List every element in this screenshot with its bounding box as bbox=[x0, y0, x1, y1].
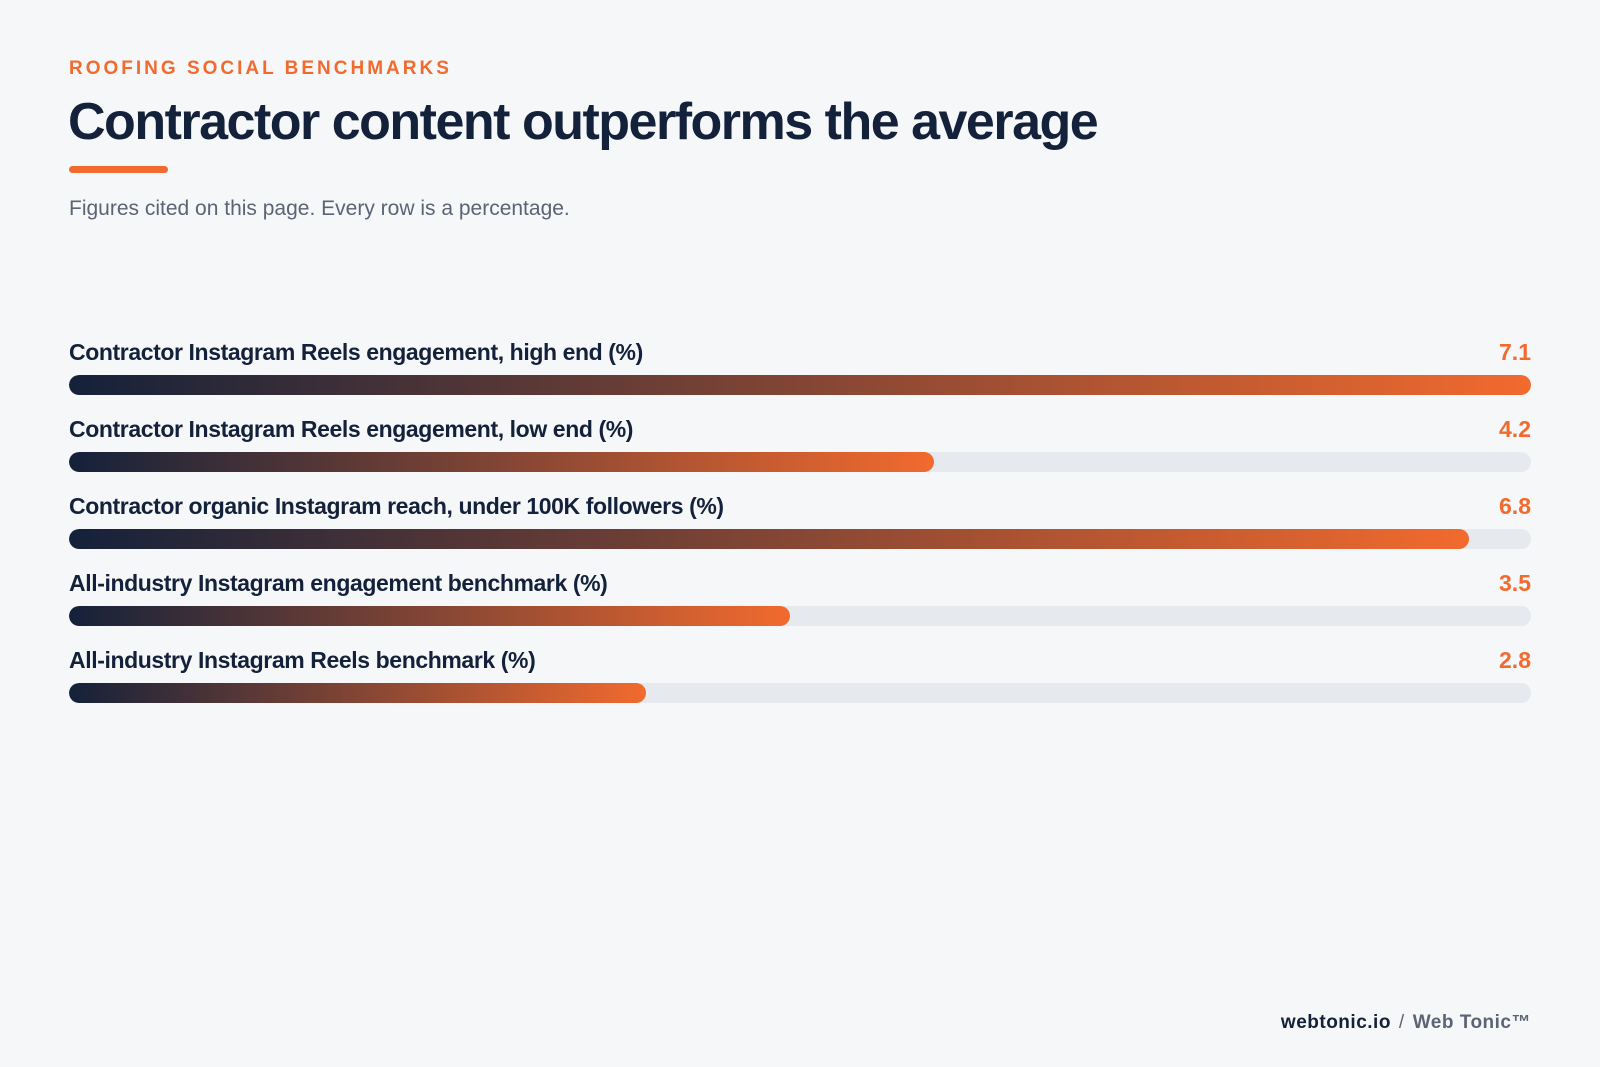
bar-value-label: 2.8 bbox=[1499, 647, 1531, 673]
bar-label: All-industry Instagram Reels benchmark (… bbox=[69, 647, 536, 673]
bar-label: All-industry Instagram engagement benchm… bbox=[69, 570, 608, 596]
bar-chart: Contractor Instagram Reels engagement, h… bbox=[69, 335, 1531, 720]
bar-fill bbox=[69, 452, 934, 472]
bar-fill bbox=[69, 606, 790, 626]
bar-track bbox=[69, 606, 1531, 626]
footer-credit: webtonic.io / Web Tonic™ bbox=[1281, 1012, 1531, 1034]
page-title: Contractor content outperforms the avera… bbox=[68, 93, 1099, 151]
bar-row: Contractor organic Instagram reach, unde… bbox=[69, 489, 1531, 566]
bar-label: Contractor Instagram Reels engagement, l… bbox=[69, 416, 634, 442]
bar-label: Contractor organic Instagram reach, unde… bbox=[69, 493, 724, 519]
bar-value-label: 7.1 bbox=[1499, 339, 1531, 365]
bar-value-label: 4.2 bbox=[1499, 416, 1531, 442]
footer-brand: Web Tonic™ bbox=[1412, 1012, 1531, 1033]
bar-track bbox=[69, 375, 1531, 395]
bar-fill bbox=[69, 375, 1531, 395]
footer-domain: webtonic.io bbox=[1280, 1012, 1391, 1033]
bar-fill bbox=[69, 683, 646, 703]
bar-fill bbox=[69, 529, 1470, 549]
bar-track bbox=[69, 452, 1531, 472]
bar-value-label: 3.5 bbox=[1499, 570, 1531, 596]
bar-row: Contractor Instagram Reels engagement, l… bbox=[69, 412, 1531, 489]
bar-row: Contractor Instagram Reels engagement, h… bbox=[69, 335, 1531, 412]
eyebrow-label: ROOFING SOCIAL BENCHMARKS bbox=[69, 58, 452, 79]
footer-separator: / bbox=[1398, 1012, 1405, 1033]
bar-track bbox=[69, 683, 1531, 703]
bar-value-label: 6.8 bbox=[1499, 493, 1531, 519]
bar-row: All-industry Instagram engagement benchm… bbox=[69, 566, 1531, 643]
bar-row: All-industry Instagram Reels benchmark (… bbox=[69, 643, 1531, 720]
bar-track bbox=[69, 529, 1531, 549]
page-subtitle: Figures cited on this page. Every row is… bbox=[69, 197, 570, 220]
bar-label: Contractor Instagram Reels engagement, h… bbox=[69, 339, 643, 365]
title-underline bbox=[69, 166, 168, 173]
